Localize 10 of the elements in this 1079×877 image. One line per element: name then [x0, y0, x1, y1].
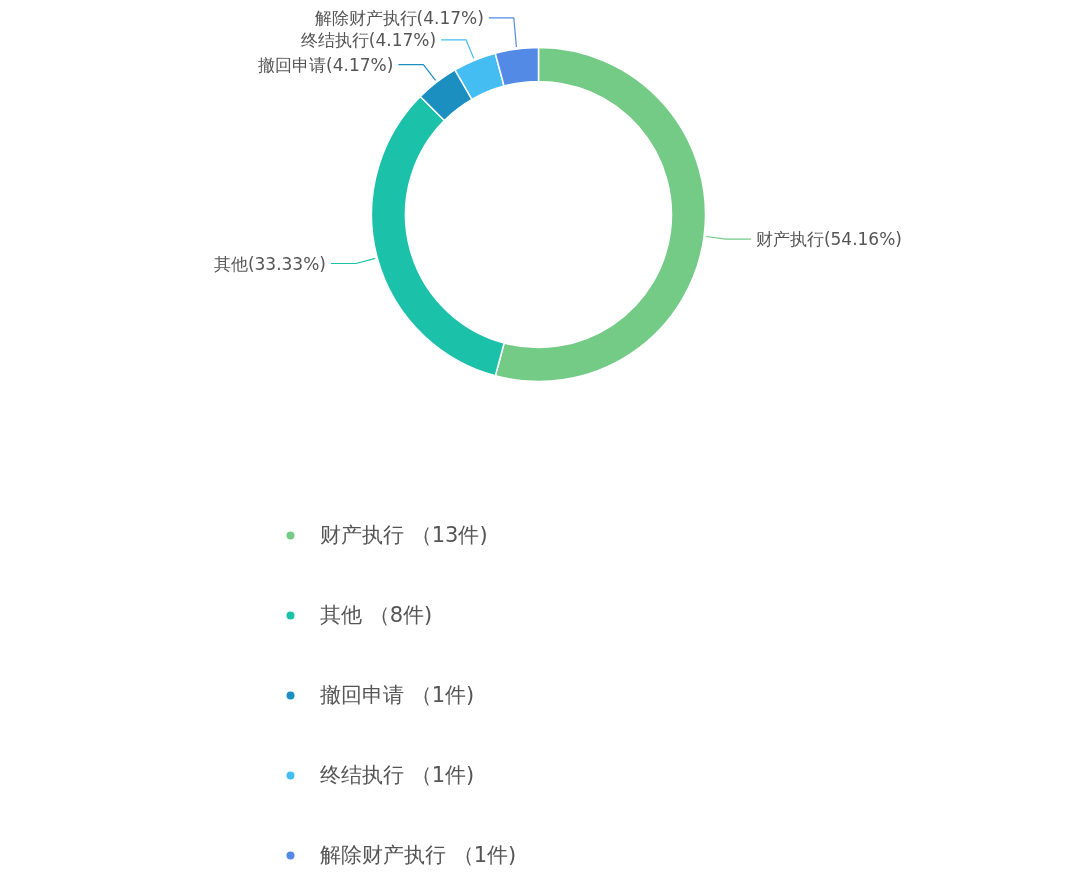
- legend-label: 解除财产执行 （1件): [320, 842, 517, 869]
- data-label: 撤回申请(4.17%): [258, 54, 394, 75]
- legend-label: 财产执行 （13件): [320, 522, 488, 549]
- legend-label: 其他 （8件): [320, 602, 433, 629]
- data-label: 其他(33.33%): [213, 253, 326, 274]
- data-label: 解除财产执行(4.17%): [314, 7, 484, 28]
- data-label: 财产执行(54.16%): [755, 229, 902, 250]
- legend-label: 终结执行 （1件): [320, 762, 475, 789]
- legend-label: 撤回申请 （1件): [320, 682, 475, 709]
- data-label: 终结执行(4.17%): [300, 29, 437, 50]
